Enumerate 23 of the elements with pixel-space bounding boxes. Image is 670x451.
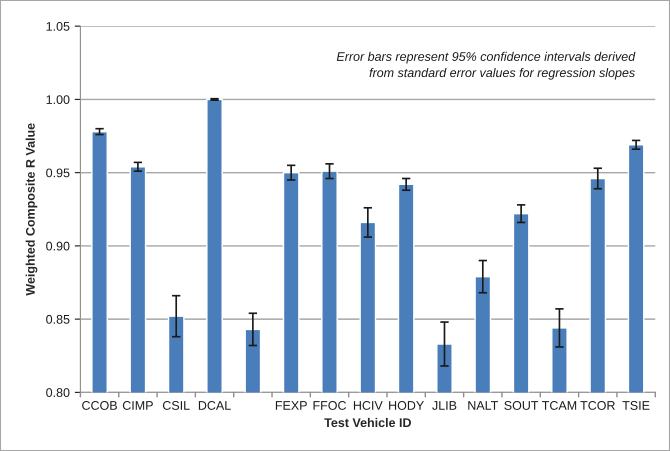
annotation: Error bars represent 95% confidence intervals derived from standard error values for regression slopes	[336, 52, 636, 80]
x-tick-label: HODY	[389, 401, 424, 410]
x-tick-label: TCAM	[542, 401, 576, 410]
y-tick-label: 0.90	[46, 242, 70, 251]
x-tick-label: CCOB	[82, 401, 117, 410]
y-tick-label: 0.80	[46, 388, 70, 398]
x-tick-label: NALT	[468, 401, 498, 410]
x-tick-label: DCAL	[198, 401, 231, 410]
y-tick-label: 0.95	[46, 168, 70, 178]
x-axis-title: Test Vehicle ID	[324, 418, 411, 428]
y-axis-title: Weighted Composite R Value	[26, 123, 38, 296]
x-tick-label: FFOC	[314, 401, 346, 410]
y-tick-label: 0.85	[46, 314, 70, 324]
x-tick-label: TCOR	[580, 401, 615, 410]
x-tick-label: JLIB	[432, 401, 456, 410]
x-tick-label: FEXP	[276, 401, 307, 410]
x-tick-label: HCIV	[354, 401, 383, 410]
x-tick-label: SOUT	[504, 401, 538, 410]
x-tick-label: CSIL	[162, 401, 190, 410]
y-tick-label: 1.05	[46, 22, 70, 31]
x-tick-label: TSIE	[622, 401, 650, 410]
x-tick-label: CIMP	[122, 401, 153, 410]
y-tick-label: 1.00	[46, 95, 70, 104]
